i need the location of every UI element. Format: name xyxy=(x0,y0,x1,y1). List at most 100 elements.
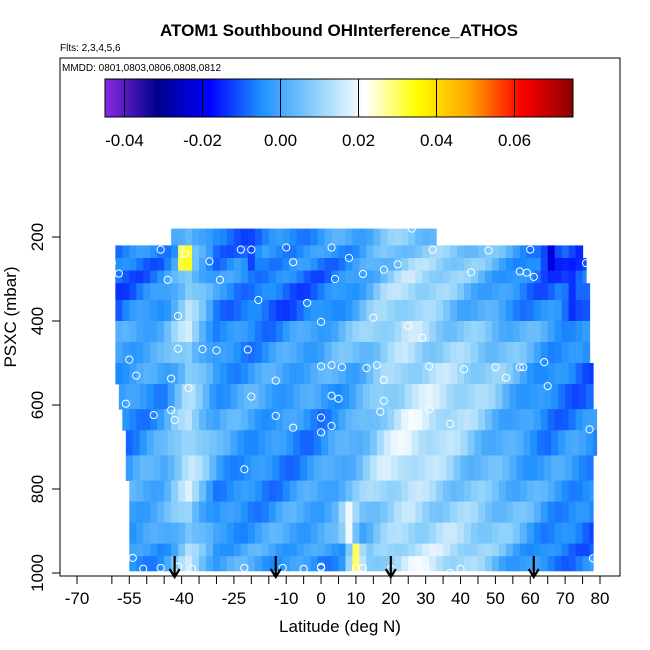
heatmap-cell xyxy=(261,522,270,544)
heatmap-cell xyxy=(279,384,287,410)
heatmap-cell xyxy=(404,430,413,456)
heatmap-cell xyxy=(171,228,179,246)
heatmap-cell xyxy=(345,245,354,259)
colorbar-tick-label: 0.04 xyxy=(420,131,453,150)
heatmap-cell xyxy=(206,342,214,364)
heatmap-cell xyxy=(136,543,144,557)
heatmap-cell xyxy=(359,300,367,322)
heatmap-cell xyxy=(226,480,235,502)
heatmap-cell xyxy=(422,228,430,246)
heatmap-cell xyxy=(443,258,451,271)
heatmap-cell xyxy=(289,258,298,271)
heatmap-cell xyxy=(160,430,169,456)
heatmap-cell xyxy=(331,300,340,322)
heatmap-cell xyxy=(495,455,503,481)
heatmap-cell xyxy=(324,501,333,523)
heatmap-cell xyxy=(554,300,563,322)
heatmap-cell xyxy=(209,384,218,410)
heatmap-cell xyxy=(268,258,277,271)
heatmap-cell xyxy=(331,245,340,259)
heatmap-cell xyxy=(422,543,430,557)
heatmap-cell xyxy=(568,543,577,557)
heatmap-cell xyxy=(436,363,444,385)
heatmap-cell xyxy=(314,384,322,410)
heatmap-cell xyxy=(240,543,249,557)
heatmap-cell xyxy=(505,300,514,322)
heatmap-cell xyxy=(366,245,374,259)
heatmap-cell xyxy=(143,300,151,322)
heatmap-cell xyxy=(338,501,347,523)
heatmap-cell xyxy=(233,363,242,385)
heatmap-cell xyxy=(352,245,361,259)
heatmap-cell xyxy=(505,522,514,544)
heatmap-cell xyxy=(254,321,263,343)
heatmap-cell xyxy=(411,384,420,410)
heatmap-cell xyxy=(307,384,315,410)
heatmap-cell xyxy=(338,342,347,364)
heatmap-cell xyxy=(397,430,406,456)
heatmap-cell xyxy=(185,543,193,557)
heatmap-cell xyxy=(247,321,256,343)
heatmap-cell xyxy=(498,556,507,572)
heatmap-cell xyxy=(526,363,535,385)
heatmap-cell xyxy=(359,258,367,271)
heatmap-cell xyxy=(380,556,388,572)
heatmap-cell xyxy=(572,430,580,456)
heatmap-cell xyxy=(296,300,305,322)
heatmap-cell xyxy=(268,342,277,364)
heatmap-cell xyxy=(512,283,521,301)
heatmap-cell xyxy=(401,258,409,271)
heatmap-cell xyxy=(206,501,214,523)
heatmap-cell xyxy=(477,409,486,431)
heatmap-cell xyxy=(199,270,207,284)
heatmap-cell xyxy=(450,480,458,502)
heatmap-cell xyxy=(366,300,374,322)
heatmap-cell xyxy=(408,543,416,557)
heatmap-cell xyxy=(464,300,472,322)
heatmap-cell xyxy=(380,258,388,271)
heatmap-cell xyxy=(338,522,347,544)
heatmap-cell xyxy=(185,556,193,572)
heatmap-cell xyxy=(575,270,584,284)
heatmap-cell xyxy=(268,501,277,523)
heatmap-cell xyxy=(547,321,556,343)
heatmap-cell xyxy=(460,384,469,410)
heatmap-cell xyxy=(561,258,570,271)
heatmap-cell xyxy=(355,430,364,456)
heatmap-cell xyxy=(199,409,207,431)
heatmap-cell xyxy=(394,480,402,502)
heatmap-cell xyxy=(125,430,134,456)
heatmap-cell xyxy=(436,258,444,271)
observation-point xyxy=(167,374,176,383)
heatmap-cell xyxy=(498,522,507,544)
heatmap-cell xyxy=(282,228,291,246)
heatmap-cell xyxy=(310,543,319,557)
heatmap-cell xyxy=(359,522,367,544)
heatmap-cell xyxy=(561,480,570,502)
heatmap-cell xyxy=(219,283,228,301)
heatmap-cell xyxy=(129,556,137,572)
heatmap-cell xyxy=(247,480,256,502)
heatmap-cell xyxy=(491,245,500,259)
y-tick-label: 800 xyxy=(28,475,47,503)
heatmap-cell xyxy=(199,245,207,259)
heatmap-cell xyxy=(143,543,151,557)
heatmap-cell xyxy=(219,270,228,284)
heatmap-cell xyxy=(212,501,221,523)
heatmap-cell xyxy=(582,283,591,301)
heatmap-cell xyxy=(157,283,165,301)
heatmap-cell xyxy=(491,363,500,385)
heatmap-cell xyxy=(317,543,326,557)
heatmap-cell xyxy=(296,245,305,259)
heatmap-cell xyxy=(366,522,374,544)
heatmap-cell xyxy=(373,258,381,271)
heatmap-cell xyxy=(547,543,556,557)
heatmap-cell xyxy=(345,501,354,523)
heatmap-cell xyxy=(575,258,584,271)
heatmap-cell xyxy=(526,245,535,259)
heatmap-cell xyxy=(533,409,542,431)
heatmap-cell xyxy=(317,258,326,271)
heatmap-cell xyxy=(547,409,556,431)
heatmap-cell xyxy=(185,522,193,544)
observation-point xyxy=(198,345,207,354)
